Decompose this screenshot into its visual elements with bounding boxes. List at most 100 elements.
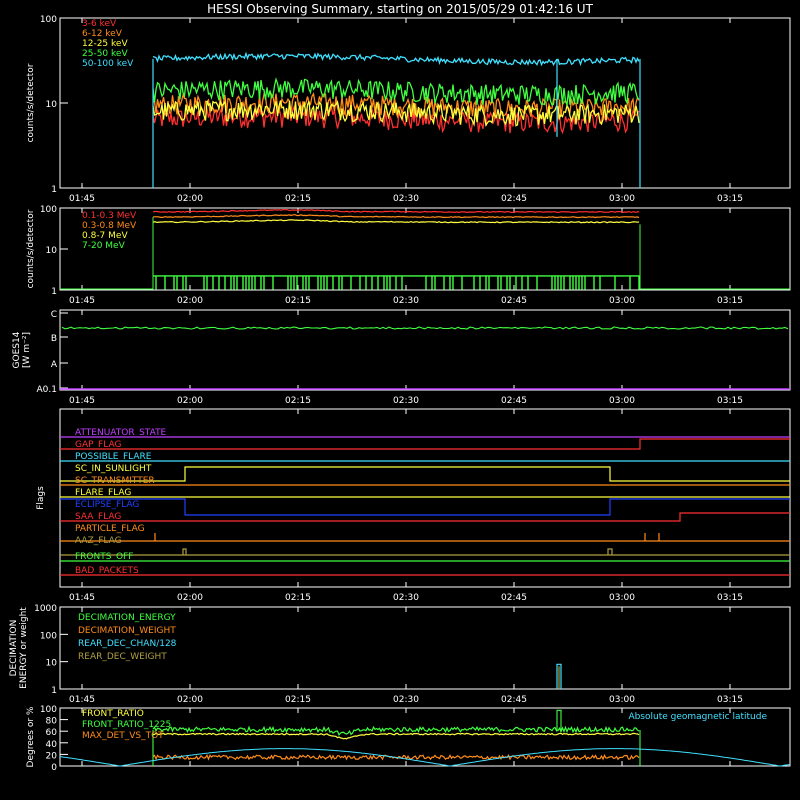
- goes-panel: 01:45 02:00 02:15 02:30 02:45 03:00 03:15 C B A A0…: [12, 309, 791, 406]
- dec-ylabel-2: ENERGY or weight: [19, 607, 29, 689]
- flag-label: AAZ_FLAG: [75, 536, 122, 546]
- hlc-legend-entry: 7-20 MeV: [82, 241, 126, 251]
- hlc-ytick-label: 100: [40, 205, 57, 215]
- dec-panel: 01:45 02:00 02:15 02:30 02:45 03:00 03:15 1000 1…: [9, 604, 791, 705]
- ratio-ytick-label: 60: [46, 728, 58, 738]
- hlc-panel: 01:45 02:00 02:15 02:30 02:45 03:00 03:1510010…: [26, 205, 791, 306]
- hlc-ylabel: counts/s/detector: [26, 209, 36, 288]
- dec-legend-entry: REAR_DEC_WEIGHT: [78, 652, 167, 662]
- time-tick-label: 02:15: [285, 695, 311, 705]
- time-tick-label: 02:15: [285, 396, 311, 406]
- time-tick-label: 03:15: [717, 593, 743, 603]
- time-tick-label: 02:00: [177, 296, 203, 306]
- time-tick-label: 02:00: [177, 194, 203, 204]
- lc-ytick-label: 10: [46, 100, 58, 110]
- hlc-ytick-label: 10: [46, 246, 58, 256]
- flag-label: ECLIPSE_FLAG: [75, 500, 139, 510]
- lc-ylabel: counts/s/detector: [26, 63, 36, 142]
- hlc-series-1: [153, 214, 640, 219]
- flag-label: SAA_FLAG: [75, 512, 121, 522]
- hlc-frame: [59, 207, 791, 291]
- flag-trace: [60, 498, 790, 516]
- flag-label: FLARE_FLAG: [75, 488, 131, 498]
- goes-ylabel-unit: [W m⁻²]: [22, 332, 32, 368]
- ratio-frame: [59, 707, 791, 767]
- time-tick-label: 03:00: [609, 396, 635, 406]
- dec-legend-entry: DECIMATION_ENERGY: [78, 613, 176, 623]
- ratio-front-1225: [152, 725, 640, 737]
- ratio-ytick-label: 20: [46, 751, 58, 761]
- time-tick-label: 02:45: [501, 593, 527, 603]
- time-tick-label: 01:45: [69, 194, 95, 204]
- lc-panel: 01:45 02:00 02:15 02:30 02:45 03:00 03:15 100 10…: [26, 15, 791, 204]
- ratio-window-edges: [152, 709, 641, 766]
- time-tick-label: 02:15: [285, 593, 311, 603]
- flag-label: SC_TRANSMITTER: [75, 476, 155, 486]
- time-tick-label: 03:00: [609, 296, 635, 306]
- ratio-ylabel: Degrees or %: [26, 706, 36, 767]
- time-tick-label: 03:15: [717, 396, 743, 406]
- lc-ytick-label: 1: [51, 185, 57, 195]
- goes-frame: [59, 309, 791, 391]
- time-tick-label: 02:30: [393, 396, 419, 406]
- dec-legend-entry: REAR_DEC_CHAN/128: [78, 639, 177, 649]
- time-tick-label: 03:00: [609, 194, 635, 204]
- lc-series-2: [152, 99, 640, 127]
- hlc-legend-entry: 0.1-0.3 MeV: [82, 211, 137, 221]
- time-tick-label: 02:00: [177, 396, 203, 406]
- lc-legend-entry: 6-12 keV: [82, 29, 123, 39]
- ratio-ytick-label: 0: [51, 763, 57, 773]
- lc-legend-entry: 50-100 keV: [82, 59, 134, 69]
- time-tick-label: 02:45: [501, 194, 527, 204]
- ratio-ytick-label: 40: [46, 740, 58, 750]
- dec-ytick-label: 1000: [34, 604, 57, 614]
- ratio-legend-entry: FRONT_RATIO_1225: [82, 720, 171, 730]
- ratio-ytick-label: 100: [40, 705, 57, 715]
- flag-label: ATTENUATOR_STATE: [75, 428, 167, 438]
- flag-label: POSSIBLE_FLARE: [75, 452, 152, 462]
- hlc-ytick-label: 1: [51, 287, 57, 297]
- flag-label: SC_IN_SUNLIGHT: [75, 464, 152, 474]
- goes-ytick-label: A: [51, 360, 58, 370]
- goes-ytick-label: C: [51, 310, 57, 320]
- time-tick-label: 03:15: [717, 194, 743, 204]
- dec-ytick-label: 100: [40, 631, 57, 641]
- time-tick-label: 02:45: [501, 396, 527, 406]
- hlc-series-3: [153, 275, 640, 290]
- flag-trace: [60, 548, 790, 556]
- lc-legend-entry: 25-50 keV: [82, 49, 128, 59]
- dec-ytick-label: 1: [51, 686, 57, 696]
- flags-ylabel: Flags: [36, 486, 46, 510]
- time-tick-label: 02:45: [501, 695, 527, 705]
- flags-frame: [59, 408, 791, 588]
- time-tick-label: 03:15: [717, 695, 743, 705]
- ratio-legend-entry: MAX_DET_VS_TOT: [82, 731, 164, 741]
- hlc-legend-entry: 0.8-7 MeV: [82, 231, 128, 241]
- ratio-legend-entry: FRONT_RATIO: [82, 709, 144, 719]
- flags-panel: 01:45 02:00 02:15 02:30 02:45 03:00 03:15 Flags…: [36, 408, 791, 603]
- flag-label: PARTICLE_FLAG: [75, 524, 145, 534]
- ratio-legend-geomag: Absolute geomagnetic latitude: [628, 712, 767, 722]
- ratio-ytick-label: 80: [46, 717, 58, 727]
- ratio-front: [152, 732, 640, 740]
- time-tick-label: 02:45: [501, 296, 527, 306]
- lc-legend-entry: 12-25 keV: [82, 39, 128, 49]
- time-tick-label: 02:30: [393, 695, 419, 705]
- time-tick-label: 02:00: [177, 593, 203, 603]
- lc-ytick-label: 100: [40, 15, 57, 25]
- time-tick-label: 03:00: [609, 593, 635, 603]
- hlc-legend-entry: 0.3-0.8 MeV: [82, 221, 137, 231]
- goes-ytick-label: B: [51, 334, 57, 344]
- hlc-series-2: [152, 219, 640, 224]
- time-tick-label: 02:15: [285, 194, 311, 204]
- flag-label: FRONTS_OFF: [75, 552, 133, 562]
- flag-label: BAD_PACKETS: [75, 566, 139, 576]
- time-tick-label: 02:30: [393, 194, 419, 204]
- goes-ylabel: GOES14: [12, 331, 22, 368]
- goes-curve: [61, 326, 789, 330]
- flag-trace: [60, 512, 790, 522]
- lc-series-3: [152, 77, 640, 108]
- lc-legend-entry: 3-6 keV: [82, 19, 117, 29]
